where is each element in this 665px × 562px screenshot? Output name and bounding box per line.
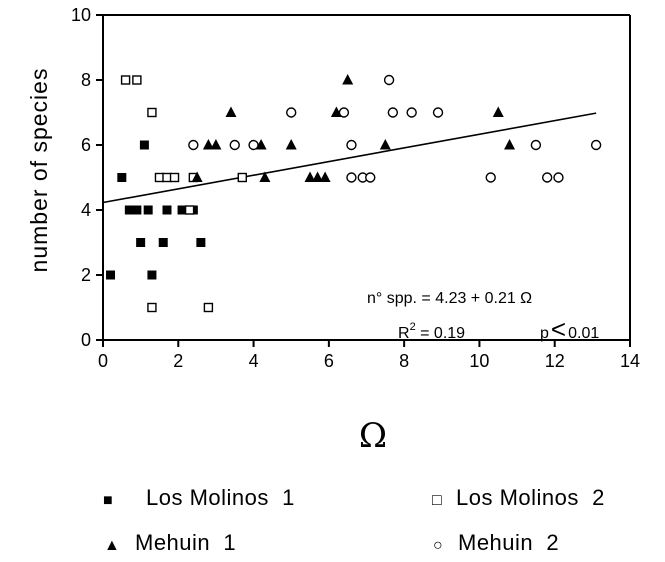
point-mehu-n-2-17 — [590, 139, 602, 151]
p-value-value: 0.01 — [568, 325, 599, 342]
point-mehu-n-1-5 — [259, 171, 271, 182]
r-squared-r: R — [398, 325, 410, 342]
point-los-molinos-1-4 — [132, 205, 142, 215]
point-mehu-n-2-0 — [188, 139, 199, 151]
x-tick-label-12: 12 — [545, 351, 565, 371]
point-los-molinos-2-7 — [184, 205, 195, 215]
y-tick-label-6: 6 — [81, 135, 91, 155]
point-los-molinos-2-1 — [132, 75, 142, 85]
point-mehu-n-2-12 — [432, 107, 444, 118]
point-mehu-n-2-2 — [248, 139, 259, 151]
r-squared-label: R2 = 0.19 — [398, 321, 465, 342]
point-mehu-n-1-2 — [210, 139, 222, 150]
x-tick-label-6: 6 — [324, 351, 334, 371]
point-mehu-n-2-8 — [365, 172, 376, 183]
y-tick-label-8: 8 — [81, 70, 91, 90]
point-mehu-n-2-11 — [406, 107, 417, 118]
y-tick-label-10: 10 — [71, 5, 91, 25]
x-tick-label-14: 14 — [620, 351, 640, 371]
legend-item-mehuin-2: ○ Mehuin 2 — [433, 530, 559, 555]
legend-label-los-molinos-1: Los Molinos 1 — [146, 485, 295, 510]
point-mehu-n-1-0 — [191, 171, 203, 182]
point-los-molinos-2-4 — [154, 172, 165, 183]
open-square-icon: □ — [432, 492, 442, 509]
legend-label-mehuin-2: Mehuin 2 — [458, 530, 559, 555]
point-mehu-n-1-14 — [504, 139, 516, 150]
point-mehu-n-1-7 — [304, 171, 316, 182]
point-mehu-n-2-13 — [485, 172, 496, 183]
legend-label-mehuin-1: Mehuin 1 — [135, 530, 236, 555]
point-mehu-n-1-11 — [342, 74, 354, 85]
y-tick-label-0: 0 — [81, 330, 91, 350]
point-los-molinos-1-1 — [117, 173, 127, 182]
point-mehu-n-1-3 — [225, 106, 237, 117]
point-mehu-n-2-5 — [346, 139, 357, 151]
point-mehu-n-1-13 — [492, 106, 504, 117]
point-mehu-n-2-9 — [383, 74, 395, 86]
point-mehu-n-2-6 — [346, 172, 357, 183]
point-los-molinos-1-5 — [136, 238, 146, 247]
point-los-molinos-2-2 — [147, 107, 157, 118]
point-mehu-n-2-4 — [338, 107, 350, 118]
point-los-molinos-1-8 — [147, 270, 157, 280]
p-value-label: p< 0.01 — [540, 314, 599, 344]
p-value-p: p — [540, 325, 549, 342]
point-mehu-n-2-1 — [229, 139, 240, 151]
point-los-molinos-2-5 — [162, 172, 172, 183]
p-value-less-than: < — [551, 314, 566, 344]
point-los-molinos-1-0 — [106, 270, 116, 280]
regression-line — [102, 112, 597, 204]
x-tick-label-0: 0 — [98, 351, 108, 371]
point-mehu-n-2-16 — [553, 172, 564, 183]
filled-square-icon: ■ — [103, 492, 113, 509]
open-circle-icon: ○ — [433, 537, 443, 554]
legend-item-mehuin-1: ▲ Mehuin 1 — [104, 530, 236, 555]
x-tick-label-10: 10 — [469, 351, 489, 371]
y-tick-label-4: 4 — [81, 200, 91, 220]
legend: ■ Los Molinos 1 □ Los Molinos 2 ▲ Mehuin… — [103, 485, 605, 555]
legend-item-los-molinos-2: □ Los Molinos 2 — [432, 485, 605, 510]
point-mehu-n-2-15 — [541, 172, 553, 183]
legend-item-los-molinos-1: ■ Los Molinos 1 — [103, 485, 295, 510]
point-los-molinos-1-10 — [162, 205, 172, 215]
x-axis-label: Ω — [359, 416, 387, 456]
point-mehu-n-1-6 — [285, 139, 297, 150]
x-tick-label-8: 8 — [399, 351, 409, 371]
point-los-molinos-1-14 — [196, 238, 206, 247]
filled-triangle-icon: ▲ — [104, 537, 120, 554]
plot-marks — [102, 74, 602, 313]
axes: 0 2 4 6 8 10 0 2 4 6 8 10 12 14 — [71, 5, 640, 371]
y-axis-label: number of species — [26, 68, 52, 273]
point-mehu-n-1-8 — [312, 171, 324, 182]
point-los-molinos-2-6 — [169, 172, 180, 183]
point-los-molinos-1-9 — [158, 238, 168, 247]
point-los-molinos-1-7 — [143, 205, 153, 215]
x-tick-label-4: 4 — [249, 351, 259, 371]
point-mehu-n-2-14 — [530, 139, 542, 151]
point-los-molinos-2-10 — [237, 172, 247, 183]
r-squared-value: = 0.19 — [416, 325, 465, 342]
point-los-molinos-2-9 — [203, 302, 214, 313]
point-los-molinos-1-6 — [139, 140, 149, 150]
point-mehu-n-2-10 — [387, 107, 399, 118]
point-los-molinos-2-0 — [120, 75, 131, 85]
r-squared-exponent: 2 — [410, 321, 416, 333]
point-mehu-n-2-3 — [286, 107, 297, 118]
x-tick-label-2: 2 — [173, 351, 183, 371]
point-los-molinos-2-3 — [147, 302, 157, 313]
point-mehu-n-1-1 — [202, 139, 214, 150]
legend-label-los-molinos-2: Los Molinos 2 — [456, 485, 605, 510]
point-mehu-n-1-9 — [319, 171, 331, 182]
y-tick-label-2: 2 — [81, 265, 91, 285]
regression-equation: n° spp. = 4.23 + 0.21 Ω — [367, 290, 532, 307]
point-mehu-n-1-12 — [379, 139, 391, 150]
